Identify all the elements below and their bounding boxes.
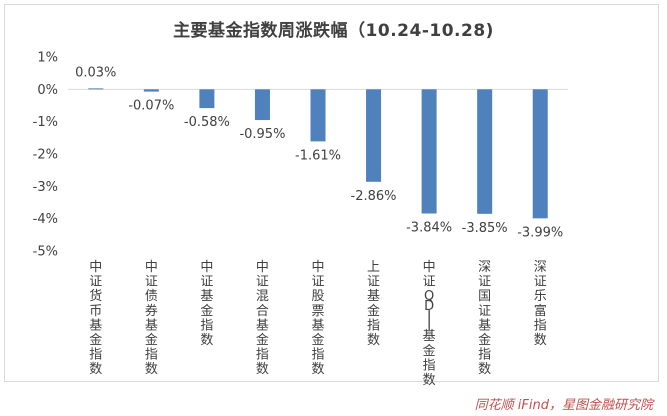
bar bbox=[143, 89, 159, 92]
y-tick-label: 1% bbox=[37, 51, 58, 66]
data-label: -0.95% bbox=[239, 127, 285, 142]
bar bbox=[366, 89, 382, 182]
bar bbox=[310, 89, 326, 142]
chart-title: 主要基金指数周涨跌幅（10.24-10.28) bbox=[173, 21, 494, 41]
category-label: 中证股票基金指数 bbox=[311, 260, 324, 377]
category-label: 中证基金指数 bbox=[200, 260, 213, 348]
y-tick-label: -5% bbox=[33, 245, 58, 260]
category-label: 深证乐富指数 bbox=[534, 260, 547, 348]
category-label: 深证国证基金指数 bbox=[478, 260, 491, 377]
data-label: -0.07% bbox=[128, 99, 174, 114]
chart-frame bbox=[4, 4, 659, 382]
bar bbox=[254, 89, 270, 121]
data-label: 0.03% bbox=[75, 65, 116, 80]
y-tick-label: 0% bbox=[37, 83, 58, 98]
category-label: 中证债券基金指数 bbox=[145, 260, 158, 377]
data-label: -1.61% bbox=[295, 148, 341, 163]
category-label: 中证 Q D I I 基金指数 bbox=[423, 260, 436, 388]
category-label: 中证货币基金指数 bbox=[89, 260, 102, 377]
y-tick-label: -3% bbox=[33, 180, 58, 195]
bar bbox=[199, 89, 215, 109]
source-note: 同花顺 iFind，星图金融研究院 bbox=[474, 398, 653, 413]
bar bbox=[88, 88, 104, 90]
bar-chart: 1% 0% -1% -2% -3% -4% -5% 0.03% 中证货币基金指数 -0.07% 中证… bbox=[33, 51, 568, 388]
y-tick-label: -4% bbox=[33, 212, 58, 227]
category-label: 上证基金指数 bbox=[367, 260, 380, 348]
data-label: -2.86% bbox=[351, 189, 397, 204]
y-tick-label: -2% bbox=[33, 148, 58, 163]
data-label: -3.85% bbox=[462, 221, 508, 236]
bar bbox=[421, 89, 437, 214]
data-label: -0.58% bbox=[184, 115, 230, 130]
y-tick-label: -1% bbox=[33, 115, 58, 130]
data-label: -3.84% bbox=[406, 220, 452, 235]
data-label: -3.99% bbox=[517, 225, 563, 240]
bar bbox=[532, 89, 548, 219]
category-label: 中证混合基金指数 bbox=[256, 260, 269, 377]
bar bbox=[477, 89, 493, 214]
